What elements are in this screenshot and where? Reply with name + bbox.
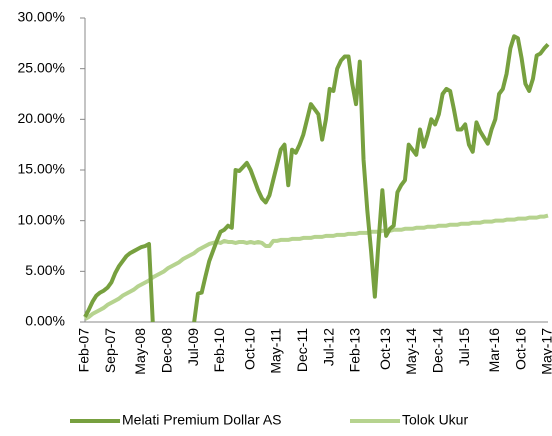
- series-line: [84, 213, 549, 321]
- y-tick-label: 0.00%: [25, 313, 65, 329]
- x-tick-label: Jul-12: [320, 328, 336, 366]
- x-tick-label: May-11: [268, 328, 284, 374]
- x-tick-label: Oct-13: [377, 328, 393, 370]
- y-tick-label: 30.00%: [18, 9, 65, 25]
- x-tick-label: Feb-07: [76, 328, 92, 373]
- x-tick-label: Feb-13: [347, 328, 363, 373]
- legend-label: Tolok Ukur: [402, 412, 468, 428]
- x-tick-label: Jul-15: [456, 328, 472, 366]
- x-tick-label: Oct-10: [241, 328, 257, 370]
- x-tick-label: May-14: [403, 328, 419, 375]
- y-tick-label: 20.00%: [18, 110, 65, 126]
- y-tick-label: 15.00%: [18, 161, 65, 177]
- x-tick-label: Mar-16: [486, 328, 502, 373]
- x-tick-label: Dec-11: [294, 328, 310, 372]
- x-tick-label: Oct-16: [512, 328, 528, 370]
- legend-label: Melati Premium Dollar AS: [122, 412, 282, 428]
- x-tick-label: May-08: [132, 328, 148, 375]
- x-tick-label: Jul-09: [185, 328, 201, 366]
- x-tick-label: Dec-14: [430, 328, 446, 373]
- series-line: [83, 34, 550, 323]
- x-tick-label: Sep-07: [102, 328, 118, 373]
- x-tick-label: Dec-08: [159, 328, 175, 373]
- y-tick-label: 5.00%: [25, 262, 65, 278]
- x-tick-label: Feb-10: [211, 328, 227, 373]
- y-tick-label: 10.00%: [18, 211, 65, 227]
- y-tick-label: 25.00%: [18, 59, 65, 75]
- x-tick-label: May-17: [539, 328, 552, 375]
